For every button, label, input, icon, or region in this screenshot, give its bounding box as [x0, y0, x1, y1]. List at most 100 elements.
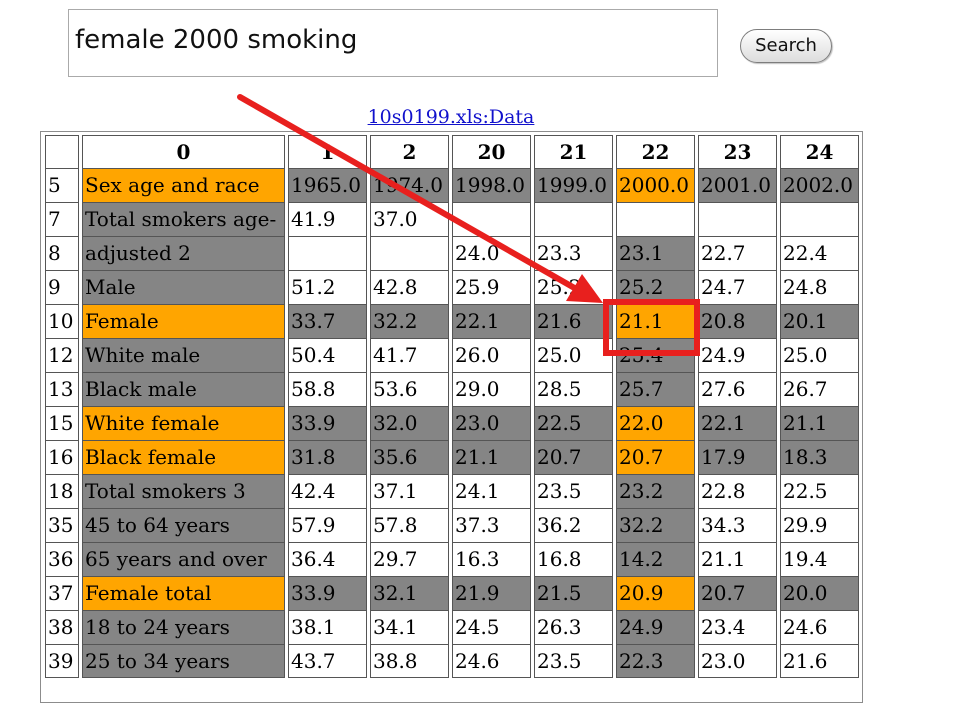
data-cell: 35.6	[370, 441, 449, 475]
data-cell: 24.9	[616, 611, 695, 645]
row-label-cell: Black male	[82, 373, 285, 407]
data-cell: 2002.0	[780, 169, 859, 203]
column-header: 24	[780, 135, 859, 169]
data-cell: 24.5	[452, 611, 531, 645]
data-cell: 22.1	[698, 407, 777, 441]
data-cell	[698, 203, 777, 237]
data-cell: 34.3	[698, 509, 777, 543]
data-cell: 22.0	[616, 407, 695, 441]
table-header-row: 0 1 2 20 21 22 23 24	[45, 135, 859, 169]
row-label-cell: Total smokers age-	[82, 203, 285, 237]
data-cell: 24.6	[780, 611, 859, 645]
data-cell: 20.7	[616, 441, 695, 475]
data-cell: 21.1	[780, 407, 859, 441]
data-cell: 20.7	[698, 577, 777, 611]
data-cell: 24.8	[780, 271, 859, 305]
row-label-cell: Female	[82, 305, 285, 339]
data-cell: 21.6	[780, 645, 859, 678]
row-index-cell: 15	[45, 407, 79, 441]
row-label-cell: Male	[82, 271, 285, 305]
table-row: 38 18 to 24 years 38.1 34.1 24.5 26.3 24.9 23.4…	[45, 611, 859, 645]
data-cell: 57.8	[370, 509, 449, 543]
row-label-cell: 45 to 64 years	[82, 509, 285, 543]
data-cell: 21.1	[452, 441, 531, 475]
table-row: 5 Sex age and race 1965.0 1974.0 1998.0 1999.…	[45, 169, 859, 203]
data-cell: 33.9	[288, 577, 367, 611]
data-cell: 26.0	[452, 339, 531, 373]
row-index-cell: 38	[45, 611, 79, 645]
data-cell: 2000.0	[616, 169, 695, 203]
data-cell: 23.0	[698, 645, 777, 678]
source-link[interactable]: 10s0199.xls:Data	[367, 106, 535, 128]
column-header: 22	[616, 135, 695, 169]
data-cell: 23.2	[616, 475, 695, 509]
data-cell: 32.2	[370, 305, 449, 339]
data-cell: 24.6	[452, 645, 531, 678]
row-index-cell: 10	[45, 305, 79, 339]
data-table-panel: 0 1 2 20 21 22 23 24 5 Sex age and race 1965.0 1974…	[40, 131, 863, 703]
data-cell: 19.4	[780, 543, 859, 577]
data-table: 0 1 2 20 21 22 23 24 5 Sex age and race 1965.0 1974…	[42, 135, 862, 678]
data-cell: 37.1	[370, 475, 449, 509]
data-cell: 27.6	[698, 373, 777, 407]
table-row: 15 White female 33.9 32.0 23.0 22.5 22.0 22.1 21…	[45, 407, 859, 441]
table-row: 8 adjusted 2 24.0 23.3 23.1 22.7 22.4	[45, 237, 859, 271]
data-cell	[452, 203, 531, 237]
data-cell: 37.0	[370, 203, 449, 237]
data-cell: 32.1	[370, 577, 449, 611]
row-index-cell: 35	[45, 509, 79, 543]
row-label-cell: 25 to 34 years	[82, 645, 285, 678]
row-label-cell: Total smokers 3	[82, 475, 285, 509]
data-cell	[370, 237, 449, 271]
data-cell: 34.1	[370, 611, 449, 645]
row-index-cell: 13	[45, 373, 79, 407]
search-input[interactable]: female 2000 smoking	[68, 9, 718, 77]
table-row: 39 25 to 34 years 43.7 38.8 24.6 23.5 22.3 23.0…	[45, 645, 859, 678]
row-index-cell: 36	[45, 543, 79, 577]
row-index-cell: 16	[45, 441, 79, 475]
column-header: 20	[452, 135, 531, 169]
data-cell: 22.5	[534, 407, 613, 441]
data-cell: 43.7	[288, 645, 367, 678]
data-cell: 22.4	[780, 237, 859, 271]
row-index-cell: 7	[45, 203, 79, 237]
data-cell: 20.9	[616, 577, 695, 611]
data-cell: 53.6	[370, 373, 449, 407]
data-cell: 28.5	[534, 373, 613, 407]
data-cell: 18.3	[780, 441, 859, 475]
search-button[interactable]: Search	[740, 29, 832, 63]
data-cell: 25.2	[616, 271, 695, 305]
data-cell: 21.9	[452, 577, 531, 611]
column-header: 0	[82, 135, 285, 169]
data-cell: 21.6	[534, 305, 613, 339]
data-cell: 20.0	[780, 577, 859, 611]
table-row: 18 Total smokers 3 42.4 37.1 24.1 23.5 23.2 22.…	[45, 475, 859, 509]
data-cell: 20.8	[698, 305, 777, 339]
data-cell: 32.2	[616, 509, 695, 543]
data-cell: 33.9	[288, 407, 367, 441]
data-cell: 29.9	[780, 509, 859, 543]
data-cell: 41.7	[370, 339, 449, 373]
row-label-cell: Sex age and race	[82, 169, 285, 203]
data-cell: 25.9	[452, 271, 531, 305]
data-cell: 42.4	[288, 475, 367, 509]
table-row: 9 Male 51.2 42.8 25.9 25.2 25.2 24.7 24.8	[45, 271, 859, 305]
data-cell: 51.2	[288, 271, 367, 305]
row-index-cell: 12	[45, 339, 79, 373]
data-cell	[534, 203, 613, 237]
data-cell: 24.7	[698, 271, 777, 305]
data-cell: 22.8	[698, 475, 777, 509]
data-cell: 20.7	[534, 441, 613, 475]
data-cell: 25.2	[534, 271, 613, 305]
row-label-cell: Female total	[82, 577, 285, 611]
row-label-cell: White male	[82, 339, 285, 373]
table-row: 7 Total smokers age- 41.9 37.0	[45, 203, 859, 237]
data-cell: 20.1	[780, 305, 859, 339]
table-row: 13 Black male 58.8 53.6 29.0 28.5 25.7 27.6 26.7	[45, 373, 859, 407]
table-row: 10 Female 33.7 32.2 22.1 21.6 21.1 20.8 20.1	[45, 305, 859, 339]
data-cell: 58.8	[288, 373, 367, 407]
table-row: 16 Black female 31.8 35.6 21.1 20.7 20.7 17.9 18…	[45, 441, 859, 475]
data-cell: 23.5	[534, 475, 613, 509]
row-label-cell: 65 years and over	[82, 543, 285, 577]
data-cell: 25.7	[616, 373, 695, 407]
